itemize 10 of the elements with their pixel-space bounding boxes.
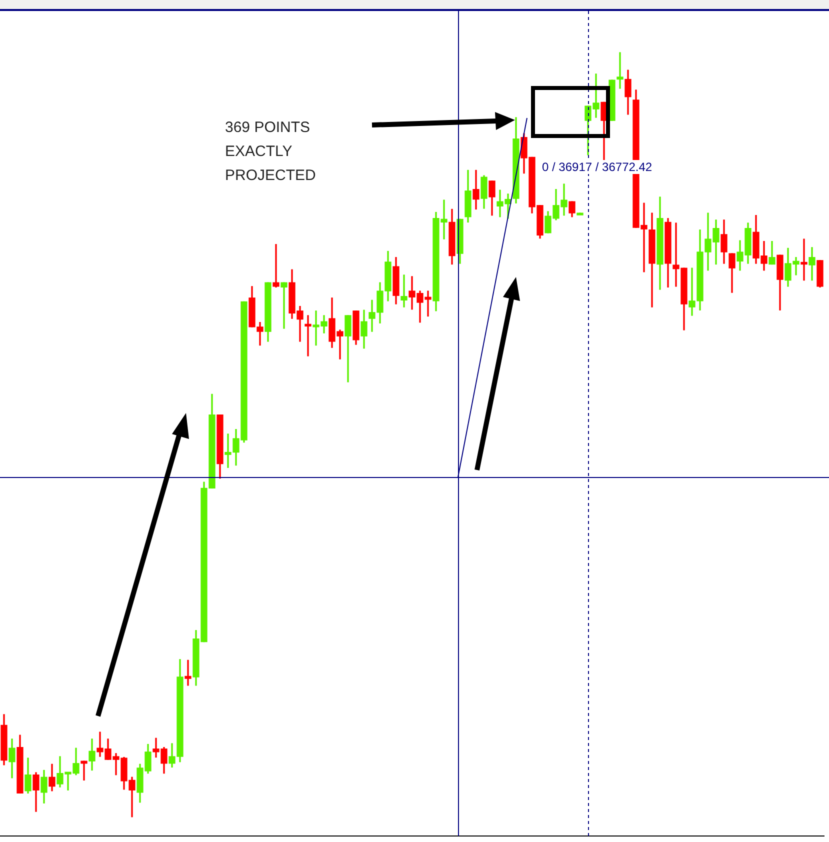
candlestick bbox=[616, 52, 624, 89]
annotation: 0 / 36917 / 36772.42 bbox=[540, 160, 654, 174]
candlestick bbox=[400, 274, 408, 308]
candlestick bbox=[184, 660, 192, 686]
candlestick bbox=[800, 238, 808, 281]
candlestick bbox=[280, 282, 288, 329]
candlestick bbox=[272, 244, 280, 288]
candlestick bbox=[304, 315, 312, 356]
candlestick bbox=[808, 247, 816, 281]
annotation: 369 POINTS EXACTLY PROJECTED bbox=[225, 118, 317, 186]
